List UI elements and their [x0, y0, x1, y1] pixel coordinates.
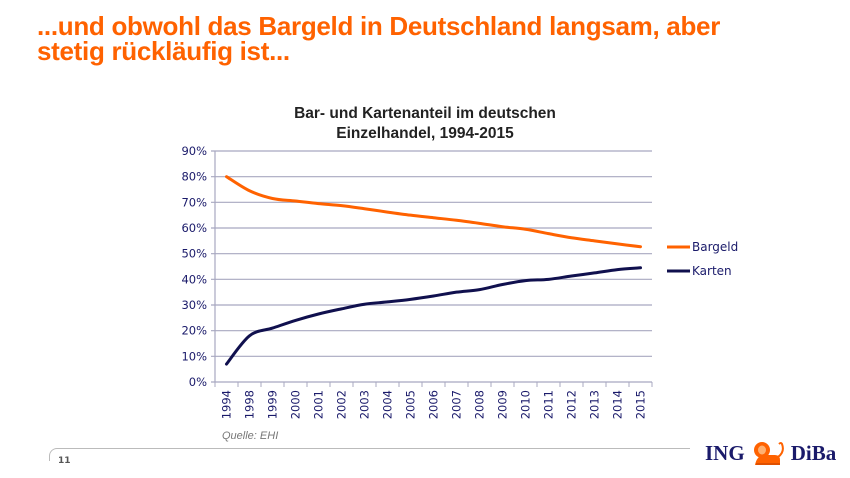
x-tick-label: 2000: [289, 390, 303, 419]
series-line-karten: [225, 266, 642, 366]
x-tick-label: 2002: [335, 390, 349, 419]
chart-title-line-1: Bar- und Kartenanteil im deutschen: [294, 105, 556, 122]
x-tick-label: 2001: [312, 390, 326, 419]
page-number: 11: [58, 456, 71, 466]
y-tick-label: 10%: [181, 349, 207, 363]
slide-title-line-1: ...und obwohl das Bargeld in Deutschland…: [37, 11, 721, 41]
x-tick-label: 2009: [496, 390, 510, 419]
slide-title: ...und obwohl das Bargeld in Deutschland…: [37, 11, 837, 66]
y-tick-label: 90%: [181, 144, 207, 158]
x-tick-label: 2011: [542, 390, 556, 419]
series-line-bargeld: [225, 175, 642, 249]
x-tick-label: 1994: [220, 390, 234, 419]
x-tick-label: 2005: [404, 390, 418, 419]
y-tick-label: 50%: [181, 247, 207, 261]
chart-title-line-2: Einzelhandel, 1994-2015: [336, 125, 514, 142]
x-tick-label: 2003: [358, 390, 372, 419]
y-tick-label: 40%: [181, 272, 207, 286]
x-tick-label: 2010: [519, 390, 533, 419]
y-tick-label: 60%: [181, 221, 207, 235]
x-tick-label: 1998: [243, 390, 257, 419]
ing-diba-logo: ING DiBa: [705, 438, 836, 468]
lion-icon: [753, 442, 784, 465]
logo-text-diba: DiBa: [790, 440, 837, 465]
x-tick-label: 2008: [473, 390, 487, 419]
x-tick-label: 2006: [427, 390, 441, 419]
x-tick-label: 2007: [450, 390, 464, 419]
logo-text-ing: ING: [705, 440, 745, 465]
x-tick-label: 1999: [266, 390, 280, 419]
series-lines: [225, 175, 642, 366]
legend: Bargeld Karten: [667, 240, 738, 278]
chart-title: Bar- und Kartenanteil im deutschen Einze…: [250, 104, 600, 144]
x-tick-label: 2015: [634, 390, 648, 419]
legend-label-karten: Karten: [692, 264, 732, 278]
y-tick-label: 20%: [181, 324, 207, 338]
y-tick-label: 70%: [181, 195, 207, 209]
y-tick-label: 30%: [181, 298, 207, 312]
x-tick-label: 2004: [381, 390, 395, 419]
x-tick-label: 2012: [565, 390, 579, 419]
footer-divider: [49, 448, 690, 461]
legend-label-bargeld: Bargeld: [692, 240, 738, 254]
x-tick-label: 2013: [588, 390, 602, 419]
y-tick-label: 80%: [181, 170, 207, 184]
y-tick-label: 0%: [189, 375, 207, 389]
source-note: Quelle: EHI: [222, 430, 279, 442]
x-axis: 1994 1998 1999 2000 2001 2002 2003 2004 2005 2006…: [214, 382, 653, 419]
slide-title-line-2: stetig rückläufig ist...: [37, 36, 290, 66]
gridlines: [211, 150, 652, 383]
x-tick-label: 2014: [611, 390, 625, 419]
y-axis: 0% 10% 20% 30% 40% 50% 60% 70% 80% 90%: [181, 144, 216, 389]
